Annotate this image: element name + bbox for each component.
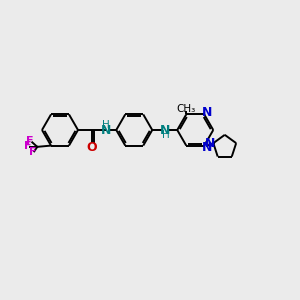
Text: N: N (160, 124, 171, 136)
Text: N: N (202, 106, 212, 119)
Text: O: O (86, 141, 97, 154)
Text: F: F (29, 147, 37, 157)
Text: F: F (24, 141, 32, 151)
Text: F: F (26, 136, 34, 146)
Text: H: H (102, 119, 110, 130)
Text: H: H (162, 130, 170, 140)
Text: N: N (202, 141, 212, 154)
Text: N: N (205, 136, 215, 150)
Text: CH₃: CH₃ (176, 104, 195, 114)
Text: N: N (100, 124, 111, 136)
